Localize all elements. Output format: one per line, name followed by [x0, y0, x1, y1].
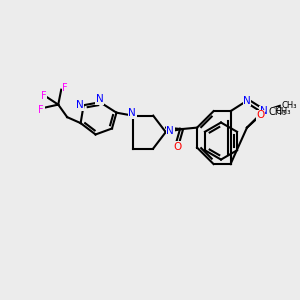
Text: F: F	[62, 83, 68, 93]
Text: CH₃: CH₃	[275, 107, 291, 116]
Text: N: N	[96, 94, 103, 104]
Text: N: N	[243, 96, 251, 106]
Text: N: N	[76, 100, 84, 110]
Text: F: F	[38, 105, 44, 115]
Text: N: N	[260, 106, 267, 116]
Text: CH₃: CH₃	[269, 107, 287, 117]
Text: O: O	[174, 142, 182, 152]
Text: N: N	[128, 108, 136, 118]
Text: O: O	[256, 110, 265, 120]
Text: F: F	[41, 91, 47, 100]
Text: N: N	[167, 126, 174, 136]
Text: CH₃: CH₃	[281, 101, 297, 110]
